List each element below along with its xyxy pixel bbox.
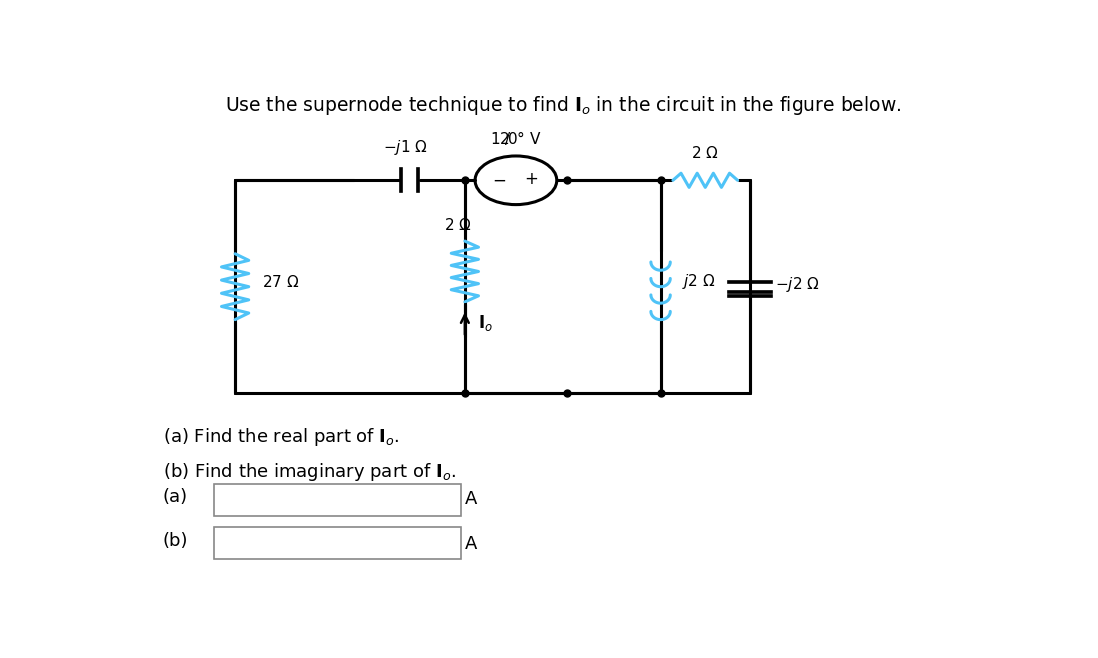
Text: A: A — [464, 534, 478, 553]
Text: $-$: $-$ — [492, 170, 506, 188]
Text: $\mathbf{I}_o$: $\mathbf{I}_o$ — [478, 313, 493, 334]
Text: $2\ \Omega$: $2\ \Omega$ — [445, 218, 472, 234]
Text: $27\ \Omega$: $27\ \Omega$ — [262, 274, 300, 290]
Text: (b): (b) — [163, 532, 188, 550]
Text: $12\!\!/\!0°\ \mathrm{V}$: $12\!\!/\!0°\ \mathrm{V}$ — [490, 130, 541, 147]
Text: $+$: $+$ — [524, 170, 538, 188]
FancyBboxPatch shape — [214, 484, 461, 516]
Text: A: A — [464, 490, 478, 509]
Text: (a) Find the real part of $\mathbf{I}_o$.: (a) Find the real part of $\mathbf{I}_o$… — [163, 426, 400, 448]
Text: $-j1\ \Omega$: $-j1\ \Omega$ — [383, 138, 428, 157]
Text: (b) Find the imaginary part of $\mathbf{I}_o$.: (b) Find the imaginary part of $\mathbf{… — [163, 461, 456, 484]
Text: Use the supernode technique to find $\mathbf{I}_o$ in the circuit in the figure : Use the supernode technique to find $\ma… — [224, 94, 901, 117]
Text: $2\ \Omega$: $2\ \Omega$ — [692, 145, 719, 161]
FancyBboxPatch shape — [214, 527, 461, 559]
Text: $-j2\ \Omega$: $-j2\ \Omega$ — [775, 274, 820, 293]
Text: $j2\ \Omega$: $j2\ \Omega$ — [682, 272, 716, 291]
Text: (a): (a) — [163, 488, 188, 506]
